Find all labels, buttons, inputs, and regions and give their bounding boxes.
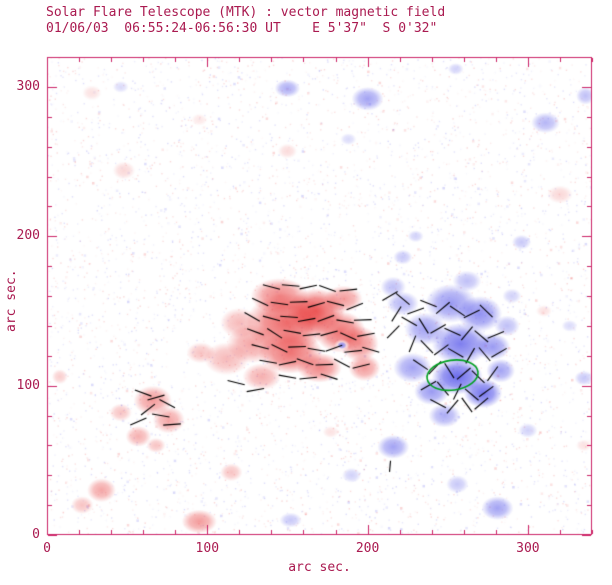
y-tick-label: 300: [16, 78, 40, 94]
y-tick-label: 200: [16, 228, 40, 244]
x-axis-label: arc sec.: [288, 560, 351, 575]
x-tick-label: 200: [355, 541, 380, 556]
x-tick-label: 0: [43, 541, 51, 556]
chart-subtitle: 01/06/03 06:55:24-06:56:30 UT E 5'37" S …: [46, 21, 438, 36]
y-axis-label: arc sec.: [4, 269, 19, 332]
chart-title: Solar Flare Telescope (MTK) : vector mag…: [46, 5, 446, 20]
y-tick-label: 0: [32, 527, 40, 542]
y-tick-label: 100: [16, 377, 40, 393]
x-tick-label: 300: [516, 541, 540, 556]
x-tick-label: 100: [195, 541, 220, 556]
